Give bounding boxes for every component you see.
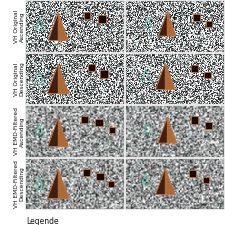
- Bar: [191, 65, 198, 72]
- Bar: [205, 122, 212, 129]
- Bar: [191, 116, 198, 124]
- Bar: [84, 12, 90, 19]
- Polygon shape: [165, 168, 175, 195]
- Text: VH EMD-Filtered
Descending: VH EMD-Filtered Descending: [14, 160, 25, 208]
- Bar: [98, 15, 106, 23]
- Polygon shape: [58, 64, 69, 94]
- Bar: [206, 21, 212, 27]
- Polygon shape: [155, 63, 175, 90]
- Bar: [96, 173, 104, 180]
- Polygon shape: [47, 169, 69, 199]
- Polygon shape: [48, 118, 68, 147]
- Bar: [88, 64, 95, 71]
- Bar: [189, 170, 196, 177]
- Bar: [100, 70, 108, 78]
- Bar: [203, 177, 209, 183]
- Polygon shape: [48, 13, 68, 40]
- Polygon shape: [167, 12, 176, 36]
- Bar: [81, 116, 88, 123]
- Bar: [109, 127, 115, 133]
- Bar: [83, 169, 90, 176]
- Bar: [204, 72, 211, 78]
- Polygon shape: [58, 118, 68, 147]
- Text: Legende: Legende: [26, 217, 59, 225]
- Polygon shape: [58, 13, 68, 40]
- Polygon shape: [58, 169, 69, 199]
- Polygon shape: [155, 168, 175, 195]
- Polygon shape: [47, 64, 69, 94]
- Bar: [95, 119, 103, 126]
- Bar: [108, 181, 114, 187]
- Polygon shape: [167, 118, 177, 143]
- Text: VH EMD-Filtered
Ascending: VH EMD-Filtered Ascending: [14, 108, 25, 155]
- Polygon shape: [158, 12, 176, 36]
- Polygon shape: [165, 63, 175, 90]
- Bar: [193, 14, 200, 21]
- Text: VH Original
Descending: VH Original Descending: [14, 62, 25, 96]
- Text: VH Original
Ascending: VH Original Ascending: [14, 10, 25, 43]
- Polygon shape: [158, 118, 177, 143]
